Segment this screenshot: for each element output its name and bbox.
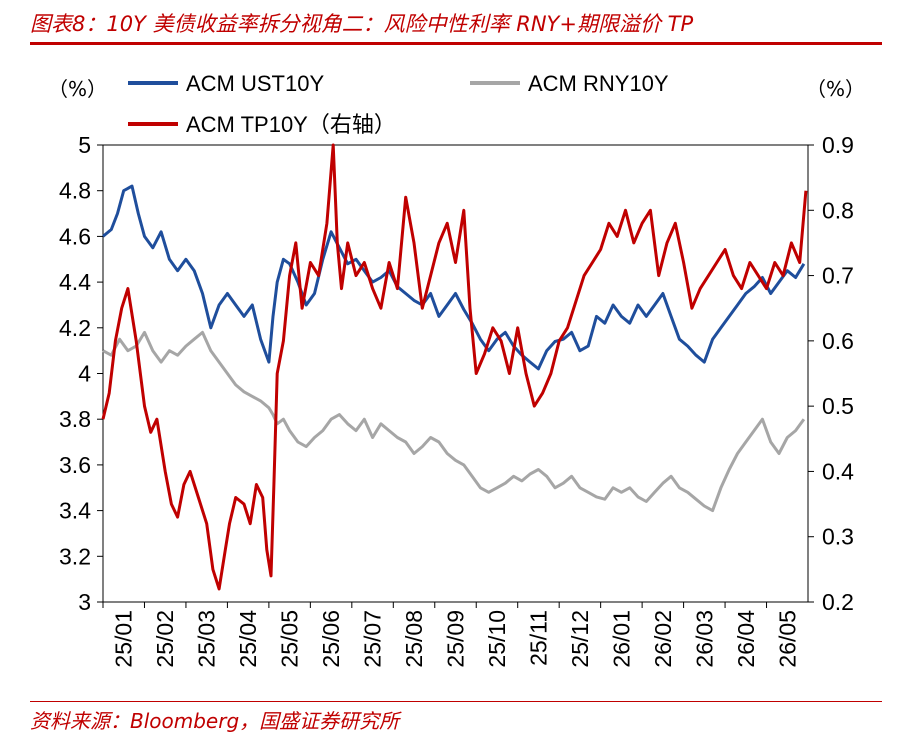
left-tick-label: 3.6 [59,452,91,478]
left-tick-label: 4.4 [59,269,91,295]
x-tick-label: 25/02 [152,610,178,668]
left-tick-label: 4.8 [59,178,91,204]
legend-label: ACM TP10Y（右轴） [186,112,396,137]
tick-labels: 3 3.2 3.4 3.6 3.8 4 4.2 4.4 4.6 4.8 5 0.2 0.3 0.4 0.5 0… [59,132,854,668]
series-line-acm-ust10y [102,184,806,371]
x-tick-label: 25/10 [484,610,510,668]
x-tick-label: 25/07 [360,610,386,668]
series-layer [101,143,808,591]
left-tick-label: 5 [78,132,91,158]
left-tick-label: 3.8 [59,406,91,432]
left-axis-unit: （%） [48,77,107,101]
x-tick-label: 26/03 [691,610,717,668]
left-tick-label: 3.2 [59,543,91,569]
source-note: 资料来源：Bloomberg，国盛证券研究所 [30,709,400,733]
left-tick-label: 3.4 [59,498,91,524]
x-tick-label: 25/08 [401,610,427,668]
x-tick-label: 25/04 [235,610,261,668]
chart-area: ACM UST10Y ACM RNY10Y ACM TP10Y（右轴） （%） （%… [48,71,865,668]
left-tick-label: 4 [78,361,91,387]
x-tick-label: 25/11 [525,610,551,666]
left-tick-label: 3 [78,589,91,615]
right-tick-label: 0.3 [822,524,854,550]
right-tick-label: 0.9 [822,132,854,158]
x-tick-label: 25/03 [194,610,220,668]
right-tick-label: 0.4 [822,458,854,484]
right-tick-label: 0.6 [822,328,854,354]
left-tick-label: 4.2 [59,315,91,341]
x-tick-label: 25/01 [111,610,137,668]
x-tick-label: 26/02 [650,610,676,668]
left-tick-label: 4.6 [59,223,91,249]
legend: ACM UST10Y ACM RNY10Y ACM TP10Y（右轴） [128,71,669,137]
right-tick-label: 0.2 [822,589,854,615]
legend-label: ACM UST10Y [186,71,324,96]
right-axis-unit: （%） [806,77,865,101]
x-tick-label: 25/05 [277,610,303,668]
title-underline [30,42,882,45]
series-line-acm-rny10y [102,330,806,513]
right-tick-label: 0.7 [822,263,854,289]
axes [97,144,814,608]
x-tick-label: 26/04 [733,610,759,668]
series-line-acm-tp10y [101,143,808,591]
x-tick-label: 25/06 [318,610,344,668]
chart-title: 图表8：10Y 美债收益率拆分视角二：风险中性利率 RNY+期限溢价 TP [30,12,694,36]
x-tick-label: 26/05 [774,610,800,668]
x-tick-label: 25/12 [567,610,593,668]
right-tick-label: 0.8 [822,197,854,223]
legend-label: ACM RNY10Y [528,71,669,96]
right-tick-label: 0.5 [822,393,854,419]
x-tick-label: 26/01 [608,610,634,668]
x-tick-label: 25/09 [443,610,469,668]
footer-rule [30,701,882,702]
